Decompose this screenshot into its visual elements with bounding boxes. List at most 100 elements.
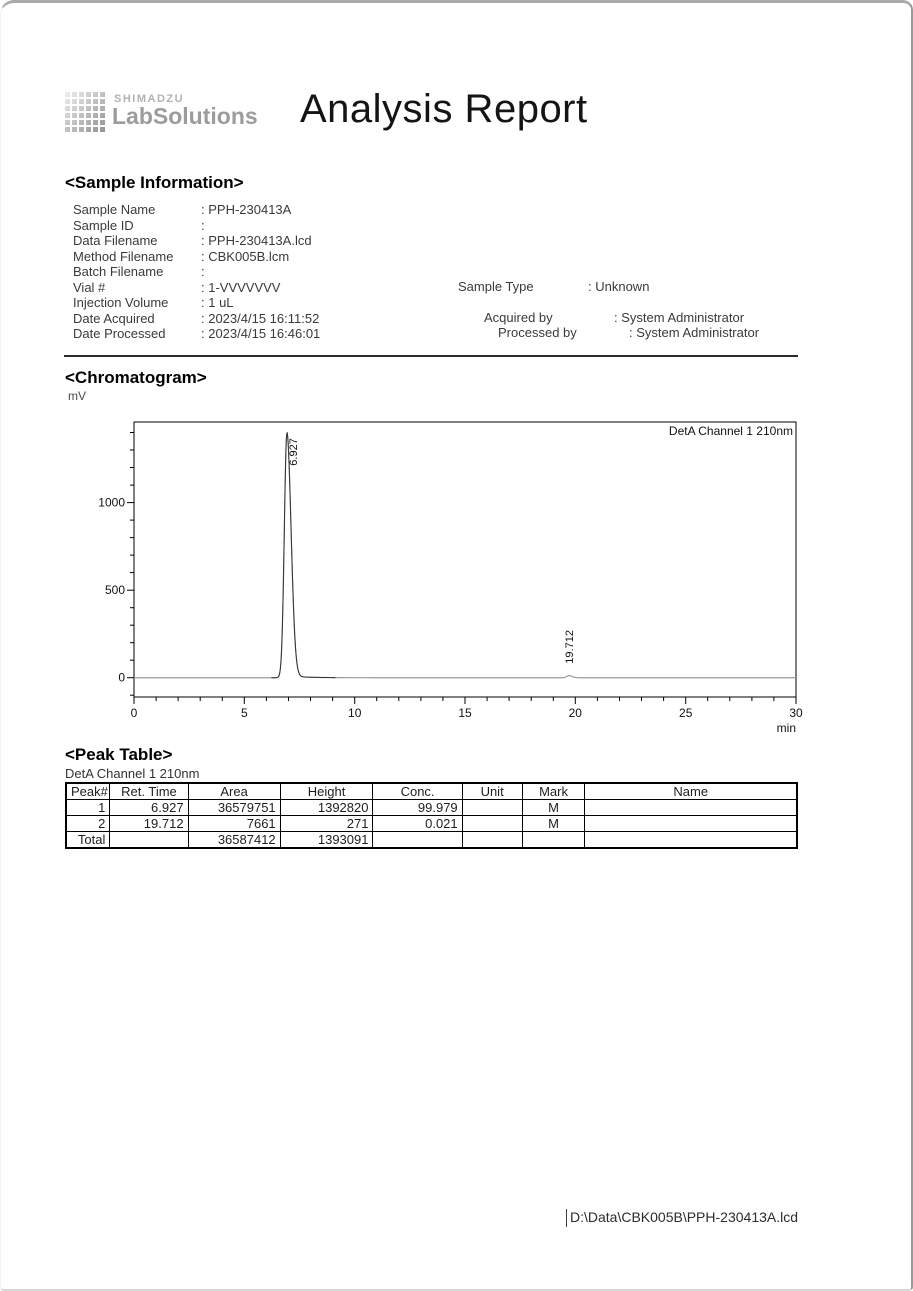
sample-info-row: Method Filename : CBK005B.lcm: [73, 249, 453, 265]
footer-caret: [566, 1209, 567, 1227]
data-file-path: D:\Data\CBK005B\PPH-230413A.lcd: [570, 1209, 799, 1225]
sample-info-label: Vial #: [73, 279, 106, 295]
peak-table-cell: 2: [65, 815, 111, 832]
sample-info-value: : 2023/4/15 16:46:01: [201, 326, 321, 341]
peak-table-cell: [584, 815, 798, 832]
peak-table-cell: [109, 831, 189, 849]
sample-info-row: Batch Filename:: [73, 264, 453, 280]
peak-retention-time-label: 19.712: [564, 630, 576, 664]
peak-table-cell: [461, 799, 523, 816]
sample-info-label: Batch Filename: [73, 264, 164, 279]
peak-table-cell: 1393091: [279, 831, 374, 849]
sample-info-value: : System Administrator: [614, 310, 745, 325]
peak-table-cell: Total: [65, 831, 111, 849]
peak-table-cell: M: [521, 815, 586, 832]
page-title: Analysis Report: [300, 87, 588, 131]
sample-info-row: Processed by : System Administrator: [498, 325, 759, 341]
peak-table-header-cell: Conc.: [372, 782, 463, 800]
peak-table-channel-label: DetA Channel 1 210nm: [65, 766, 200, 781]
sample-information-right-column: Sample Type : Unknown Acquired by : System …: [458, 279, 838, 349]
peak-table-cell: 36587412: [187, 831, 281, 849]
x-axis-tick-label: 0: [131, 706, 138, 720]
chromatogram-peak-trace: [271, 431, 336, 679]
sample-info-row: Date Acquired : 2023/4/15 16:11:52: [73, 311, 453, 327]
footer: D:\Data\CBK005B\PPH-230413A.lcd: [566, 1209, 798, 1227]
sample-info-row: Injection Volume : 1 uL: [73, 295, 453, 311]
peak-table-row: 1 6.927 36579751 1392820 99.979 M: [65, 799, 798, 816]
sample-info-value: :: [201, 217, 209, 233]
x-axis-tick-label: 10: [348, 706, 362, 720]
peak-table-cell: M: [521, 799, 586, 816]
sample-info-row: Acquired by : System Administrator: [484, 310, 744, 326]
peak-table-cell: 36579751: [187, 799, 281, 816]
plot-frame: [133, 421, 797, 698]
peak-table-header-cell: Height: [279, 782, 374, 800]
sample-info-value: :: [201, 264, 209, 279]
sample-information-heading: <Sample Information>: [65, 173, 244, 192]
sample-info-label: Sample ID: [73, 217, 134, 233]
brand-shimadzu: SHIMADZU: [114, 93, 185, 105]
brand-labsolutions: LabSolutions: [112, 103, 258, 129]
sample-info-label: Injection Volume: [73, 295, 169, 310]
peak-table-header-cell: Name: [584, 782, 798, 800]
detector-channel-label: DetA Channel 1 210nm: [669, 424, 793, 438]
sample-info-value: : PPH-230413A: [201, 202, 292, 217]
sample-info-row: Sample ID:: [73, 218, 453, 234]
peak-table-header-row: Peak# Ret. Time Area Height Conc. Unit Mark Nam…: [65, 782, 798, 800]
x-axis-tick-label: 5: [241, 706, 248, 720]
sample-info-value: : 1 uL: [201, 295, 234, 310]
x-axis-tick-label: 30: [789, 706, 803, 720]
sample-info-label: Sample Type: [458, 279, 534, 294]
sample-info-label: Data Filename: [73, 233, 158, 248]
sample-info-value: : System Administrator: [629, 325, 760, 340]
peak-table-cell: [461, 815, 523, 832]
sample-info-value: : Unknown: [588, 279, 650, 294]
peak-table-cell: [584, 831, 798, 849]
peak-table-cell: [461, 831, 523, 849]
sample-info-row: Vial #: 1-VVVVVVV: [73, 280, 453, 296]
x-axis-unit-label: min: [777, 721, 796, 735]
chromatogram-baseline-trace: [134, 432, 796, 679]
sample-info-row: Sample Type : Unknown: [458, 279, 649, 295]
peak-table-header-cell: Ret. Time: [109, 782, 189, 800]
sample-info-label: Method Filename: [73, 248, 174, 264]
peak-table-cell: 7661: [187, 815, 281, 832]
sample-info-label: Date Acquired: [73, 310, 155, 326]
y-axis-tick-label: 1000: [98, 496, 125, 510]
peak-table-cell: 99.979: [372, 799, 463, 816]
peak-table-cell: 271: [279, 815, 374, 832]
peak-table-row: 2 19.712 7661 271 0.021 M: [65, 815, 798, 832]
peak-table-header-cell: Area: [187, 782, 281, 800]
peak-table-header-cell: Peak#: [65, 782, 111, 800]
y-axis-unit-label: mV: [68, 389, 86, 403]
sample-info-value: : CBK005B.lcm: [201, 248, 290, 264]
peak-retention-time-label: 6.927: [288, 438, 300, 466]
y-axis-tick-label: 0: [118, 671, 125, 685]
sample-info-label: Processed by: [498, 325, 577, 340]
sample-information-left-column: Sample Name: PPH-230413A Sample ID: Data …: [73, 202, 453, 342]
sample-info-label: Date Processed: [73, 326, 166, 341]
peak-table-cell: [372, 831, 463, 849]
sample-info-value: : 2023/4/15 16:11:52: [201, 310, 320, 326]
y-axis-tick-label: 500: [105, 583, 125, 597]
sample-info-row: Data Filename : PPH-230413A.lcd: [73, 233, 453, 249]
peak-table-header-cell: Unit: [461, 782, 523, 800]
peak-table-cell: 6.927: [109, 799, 189, 816]
peak-table-cell: [521, 831, 586, 849]
sample-info-label: Acquired by: [484, 310, 553, 325]
sample-info-row: Date Processed : 2023/4/15 16:46:01: [73, 326, 453, 342]
sample-info-value: : PPH-230413A.lcd: [201, 233, 312, 248]
peak-table: Peak# Ret. Time Area Height Conc. Unit Mark Nam…: [65, 782, 798, 849]
peak-table-cell: [584, 799, 798, 816]
x-axis-tick-label: 15: [458, 706, 472, 720]
peak-table-cell: 1392820: [279, 799, 374, 816]
x-axis-tick-label: 25: [679, 706, 693, 720]
shimadzu-logo-icon: [65, 92, 107, 134]
sample-info-label: Sample Name: [73, 202, 156, 217]
section-divider: [64, 355, 798, 357]
peak-table-cell: 0.021: [372, 815, 463, 832]
sample-info-row: Sample Name : PPH-230413A: [73, 202, 453, 218]
chromatogram-heading: <Chromatogram>: [65, 368, 207, 387]
